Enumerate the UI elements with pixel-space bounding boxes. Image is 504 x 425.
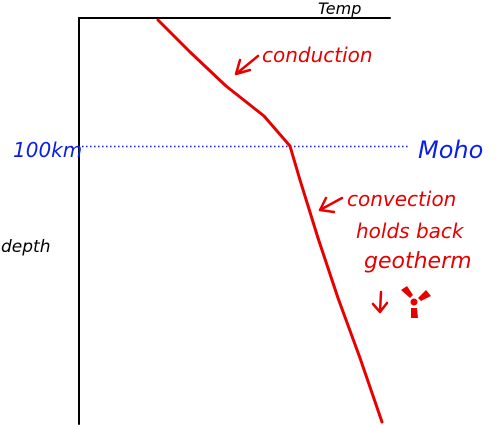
conduction-annotation: conduction [234,43,373,76]
y-axis-label: depth [1,237,50,257]
convection-arrow-icon [318,196,344,214]
down-arrow-icon [371,290,389,314]
radiogenic-heat [371,286,431,318]
convection-label: convection [347,187,456,211]
geotherm-label: geotherm [364,249,472,274]
moho-depth-label: 100km [13,138,82,162]
moho-label: Moho [418,136,483,164]
conduction-label: conduction [262,43,373,67]
holds-back-label: holds back [356,219,465,243]
conduction-arrow-icon [234,54,260,76]
convection-annotation: convection holds back geotherm [318,187,472,274]
x-axis-label: Temp [318,0,361,18]
axes [78,17,391,425]
geotherm-curve [156,18,384,424]
radiation-trefoil-icon [401,286,431,318]
